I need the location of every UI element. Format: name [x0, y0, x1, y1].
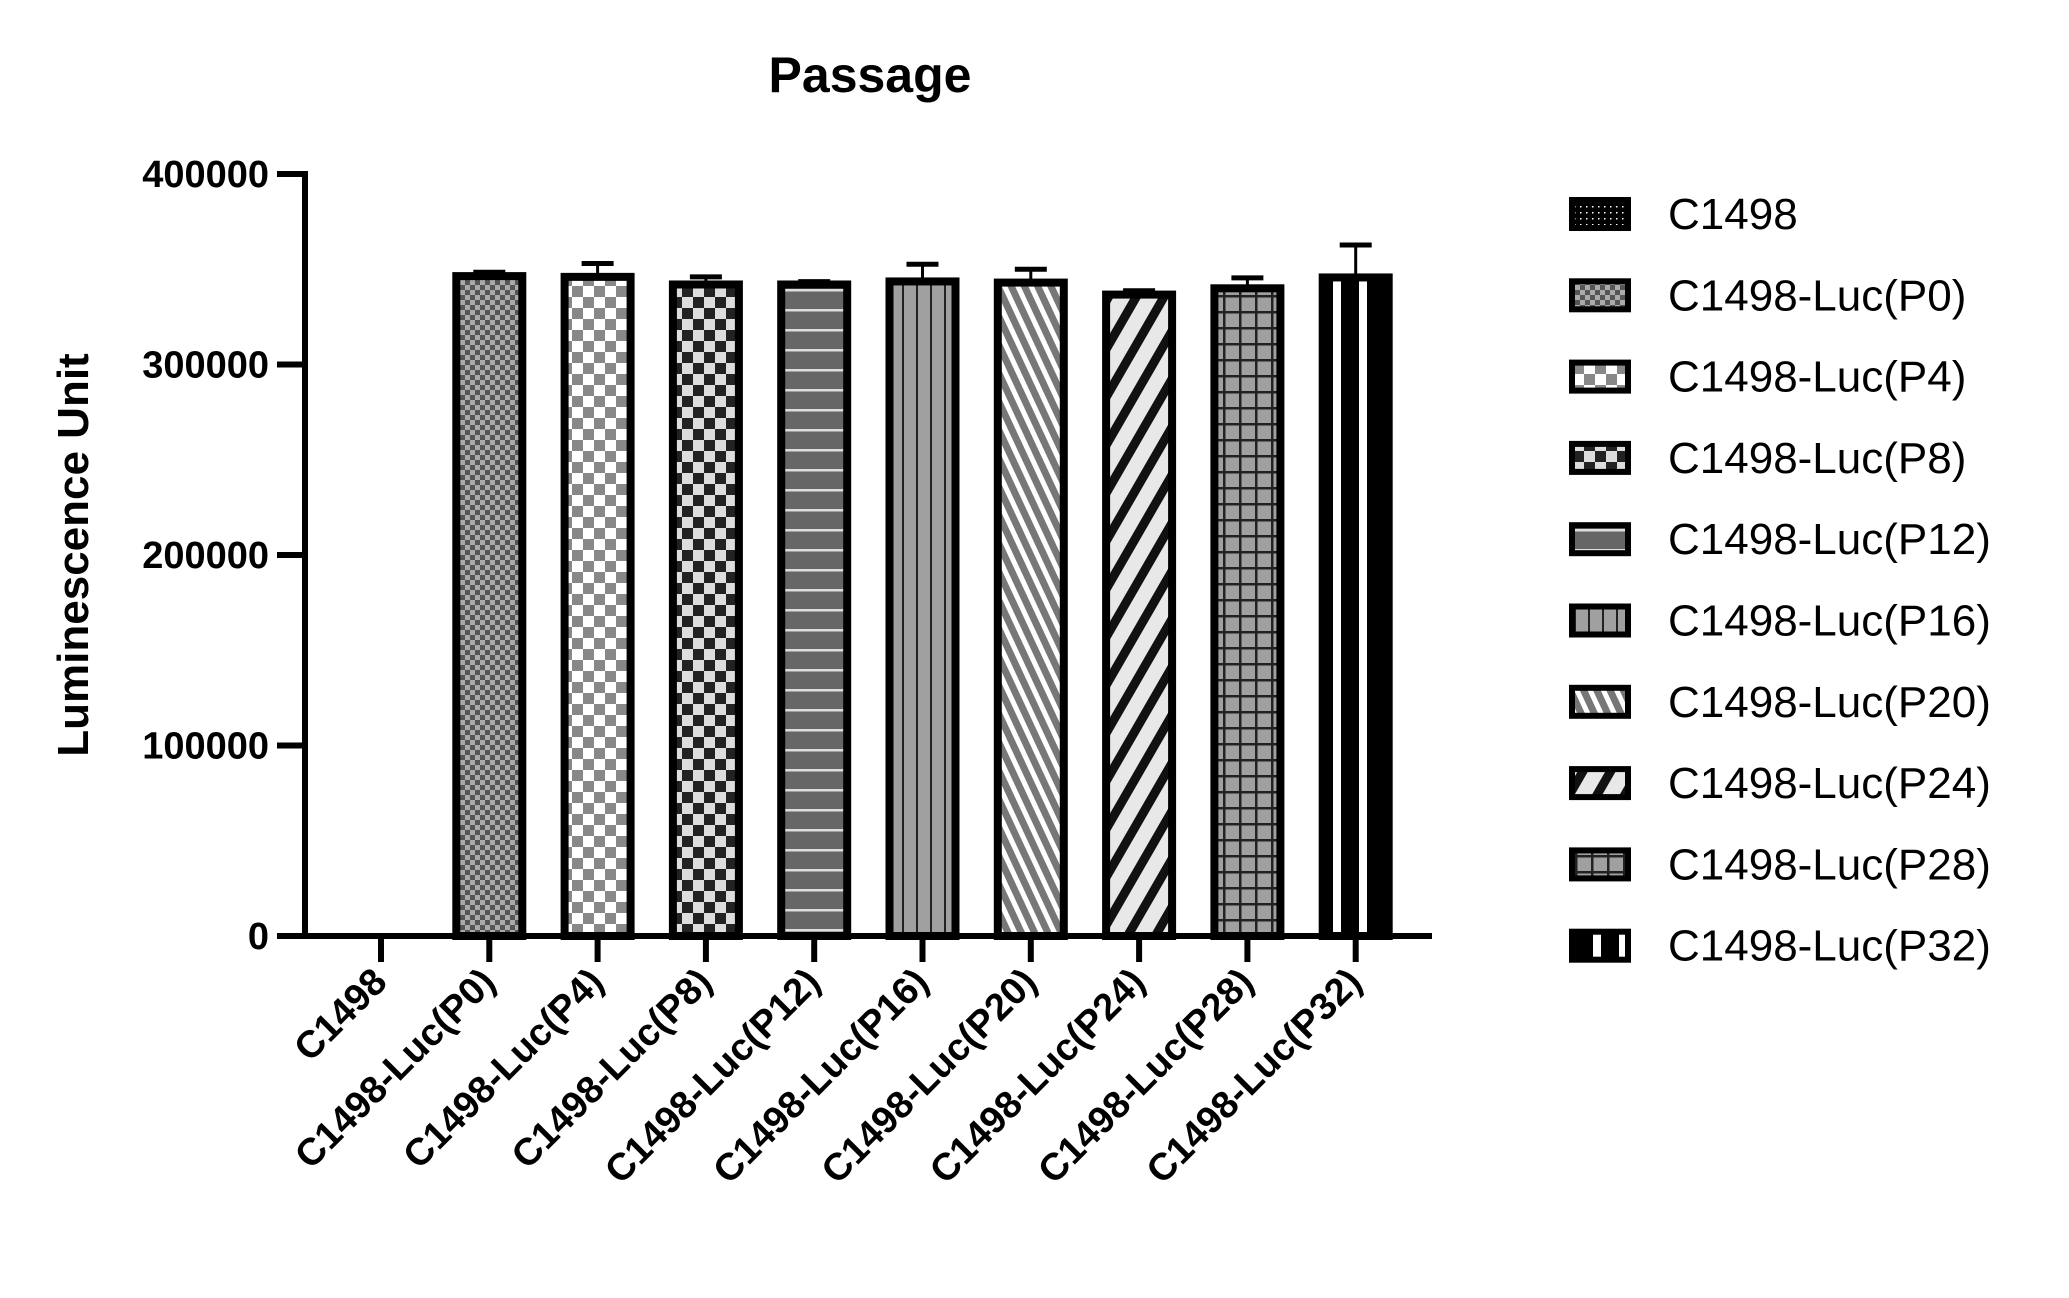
legend-label: C1498 — [1668, 190, 1798, 239]
legend-label: C1498-Luc(P12) — [1668, 515, 1991, 564]
y-tick-label: 200000 — [142, 535, 269, 577]
legend-swatch — [1569, 359, 1631, 394]
bar — [993, 278, 1068, 940]
bar — [885, 277, 960, 940]
legend-swatch — [1569, 278, 1631, 313]
y-tick-label: 0 — [248, 916, 269, 958]
legend-swatch — [1569, 847, 1631, 882]
legend-swatch — [1569, 603, 1631, 638]
y-tick-label: 400000 — [142, 154, 269, 196]
bar — [1210, 284, 1285, 940]
bar — [1318, 273, 1393, 940]
bar — [668, 280, 743, 940]
x-tick-label: C1498 — [286, 961, 395, 1070]
legend-label: C1498-Luc(P0) — [1668, 271, 1966, 320]
legend-swatch — [1569, 522, 1631, 557]
y-tick-label: 300000 — [142, 345, 269, 387]
legend-swatch — [1569, 197, 1631, 231]
bar — [452, 272, 527, 941]
bar — [777, 280, 852, 940]
x-tick-label: C1498-Luc(P8) — [504, 961, 720, 1177]
bar — [560, 272, 635, 940]
legend-swatch — [1569, 766, 1631, 801]
legend-label: C1498-Luc(P16) — [1668, 597, 1991, 646]
legend-label: C1498-Luc(P24) — [1668, 759, 1991, 808]
legend-swatch — [1569, 440, 1631, 475]
legend-label: C1498-Luc(P28) — [1668, 840, 1991, 889]
legend-swatch — [1569, 684, 1631, 719]
legend-label: C1498-Luc(P4) — [1668, 353, 1966, 402]
legend-swatch — [1569, 928, 1631, 963]
legend-label: C1498-Luc(P8) — [1668, 434, 1966, 483]
legend-label: C1498-Luc(P20) — [1668, 678, 1991, 727]
legend-label: C1498-Luc(P32) — [1668, 922, 1991, 971]
x-tick-label: C1498-Luc(P4) — [396, 961, 612, 1177]
chart-title: Passage — [769, 47, 972, 103]
y-tick-label: 100000 — [142, 726, 269, 768]
x-tick-label: C1498-Luc(P0) — [287, 961, 503, 1177]
bar — [1102, 290, 1177, 940]
y-axis-label: Luminescence Unit — [49, 353, 98, 757]
